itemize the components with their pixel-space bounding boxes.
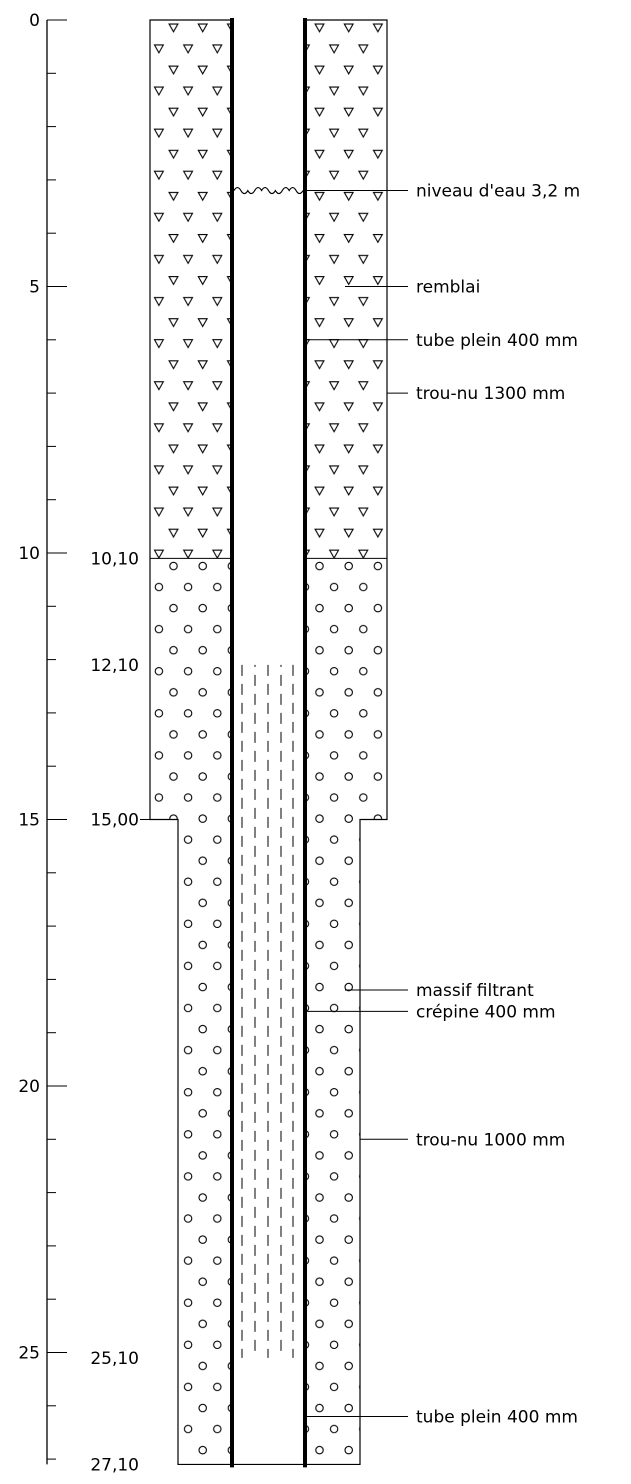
fill-layers: [150, 20, 387, 1465]
depth-marker-label: 15,00: [90, 811, 139, 831]
depth-marker-label: 12,10: [90, 656, 139, 676]
annotation-label: tube plein 400 mm: [416, 331, 578, 351]
tick-label: 5: [29, 278, 40, 298]
borehole-outline: [149, 19, 388, 1466]
annotation-label: remblai: [416, 278, 480, 298]
depth-marker-label: 10,10: [90, 549, 139, 569]
annotation-label: crépine 400 mm: [416, 1002, 556, 1022]
tick-label: 25: [18, 1344, 40, 1364]
depth-marker-label: 25,10: [90, 1349, 139, 1369]
annotation-label: massif filtrant: [416, 981, 534, 1001]
gravel-fill-left-narrow: [178, 819, 232, 1465]
tick-label: 15: [18, 811, 40, 831]
tick-label: 10: [18, 544, 40, 564]
annotations: niveau d'eau 3,2 m remblai tube plein 400 …: [307, 182, 580, 1427]
depth-markers: 10,10 12,10 15,00 25,10 27,10: [90, 549, 150, 1475]
annotation-label: tube plein 400 mm: [416, 1407, 578, 1427]
gravel-fill-right-wide: [305, 558, 387, 820]
annotation-label: trou-nu 1300 mm: [416, 384, 565, 404]
tick-label: 0: [29, 11, 40, 31]
depth-marker-label: 27,10: [90, 1455, 139, 1475]
gravel-fill-right-narrow: [305, 819, 360, 1465]
annotation-label: trou-nu 1000 mm: [416, 1130, 565, 1150]
remblai-fill-left: [150, 20, 232, 559]
depth-axis: 0 5 10 15 20 25: [18, 11, 67, 1465]
well-structure: [149, 18, 388, 1468]
remblai-fill-right: [305, 20, 387, 559]
tick-label: 20: [18, 1077, 40, 1097]
annotation-label: niveau d'eau 3,2 m: [416, 182, 580, 202]
gravel-fill-left-wide: [150, 558, 232, 820]
water-level-symbol: [233, 187, 304, 195]
